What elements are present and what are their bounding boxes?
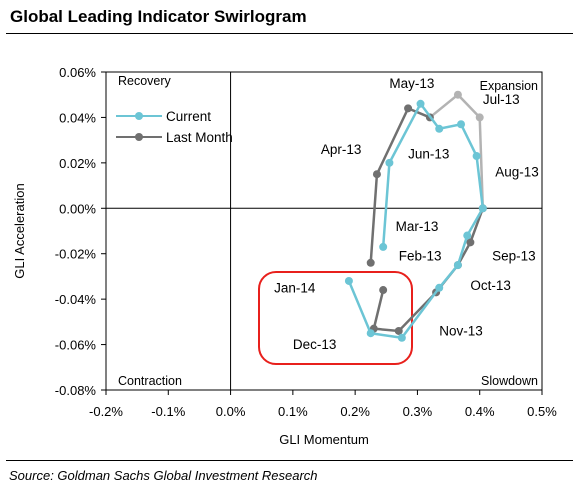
x-tick-label: 0.0% [216, 404, 246, 419]
month-annotation: May-13 [389, 76, 434, 91]
series-point-current [385, 158, 394, 167]
quadrant-labels-group: Recovery Expansion Contraction Slowdown [118, 74, 538, 388]
month-annotation: Jul-13 [483, 92, 520, 107]
month-annotation: Jun-13 [408, 146, 449, 161]
series-point-last-month [372, 170, 381, 179]
series-point-current [463, 231, 472, 240]
series-point-current [344, 276, 353, 285]
quadrant-label-recovery: Recovery [118, 74, 172, 88]
month-annotation: Jan-14 [274, 280, 316, 295]
legend-current-marker [135, 112, 143, 120]
axes-group [106, 72, 542, 390]
series-point-current [397, 333, 406, 342]
legend-current-label: Current [166, 109, 211, 124]
quadrant-label-contraction: Contraction [118, 374, 182, 388]
source-note: Source: Goldman Sachs Global Investment … [9, 468, 318, 483]
month-annotation: Oct-13 [470, 278, 511, 293]
y-tick-label: -0.06% [55, 338, 97, 353]
x-tick-label: 0.3% [403, 404, 433, 419]
month-annotation: Aug-13 [495, 164, 539, 179]
series-point-last-month [404, 104, 413, 113]
series-point-current [457, 120, 466, 129]
source-rule [6, 460, 573, 461]
plot-frame [105, 71, 543, 391]
plot-area-group [105, 71, 543, 391]
series-point-last-month [475, 113, 484, 122]
series-line-last-month [369, 106, 431, 263]
y-tick-label: 0.00% [59, 201, 96, 216]
quadrant-label-slowdown: Slowdown [481, 374, 538, 388]
chart-title: Global Leading Indicator Swirlogram [10, 7, 307, 26]
y-tick-label: -0.08% [55, 383, 97, 398]
series-point-current [366, 329, 375, 338]
ticks-group: -0.2% -0.1% 0.0% 0.1% 0.2% 0.3% 0.4% 0.5% -0.08%… [55, 65, 557, 419]
x-tick-label: 0.1% [278, 404, 308, 419]
x-tick-label: -0.1% [151, 404, 185, 419]
series-point-last-month [453, 90, 462, 99]
series-point-current [379, 242, 388, 251]
series-point-last-month [394, 326, 403, 335]
series-line-last-month [429, 93, 485, 209]
series-point-current [416, 99, 425, 108]
series-point-current [435, 124, 444, 133]
quadrant-label-expansion: Expansion [480, 79, 538, 93]
x-tick-label: 0.4% [465, 404, 495, 419]
annotations-group: May-13 Jul-13 Apr-13 Jun-13 Aug-13 Mar-13 Feb-… [274, 76, 539, 352]
series-group [344, 90, 487, 342]
legend: Current Last Month [116, 109, 233, 145]
month-annotation: Sep-13 [492, 249, 536, 264]
x-tick-label: 0.5% [527, 404, 557, 419]
title-rule [6, 33, 573, 34]
month-annotation: Apr-13 [321, 142, 362, 157]
series-point-current [453, 261, 462, 270]
series-point-current [478, 204, 487, 213]
month-annotation: Nov-13 [439, 323, 483, 338]
series-point-current [435, 283, 444, 292]
legend-last-month-label: Last Month [166, 130, 233, 145]
series-point-current [472, 152, 481, 161]
y-tick-label: 0.06% [59, 65, 96, 80]
y-tick-label: -0.04% [55, 292, 97, 307]
series-point-last-month [366, 258, 375, 267]
series-point-last-month [379, 286, 388, 295]
y-axis-label: GLI Acceleration [12, 183, 27, 278]
series-point-last-month [466, 238, 475, 247]
x-tick-label: 0.2% [340, 404, 370, 419]
x-tick-label: -0.2% [89, 404, 123, 419]
y-tick-label: 0.04% [59, 110, 96, 125]
month-annotation: Mar-13 [396, 219, 439, 234]
y-tick-label: -0.02% [55, 247, 97, 262]
month-annotation: Feb-13 [399, 249, 442, 264]
legend-last-month-marker [135, 133, 143, 141]
month-annotation: Dec-13 [293, 337, 337, 352]
y-tick-label: 0.02% [59, 156, 96, 171]
x-axis-label: GLI Momentum [279, 432, 369, 447]
